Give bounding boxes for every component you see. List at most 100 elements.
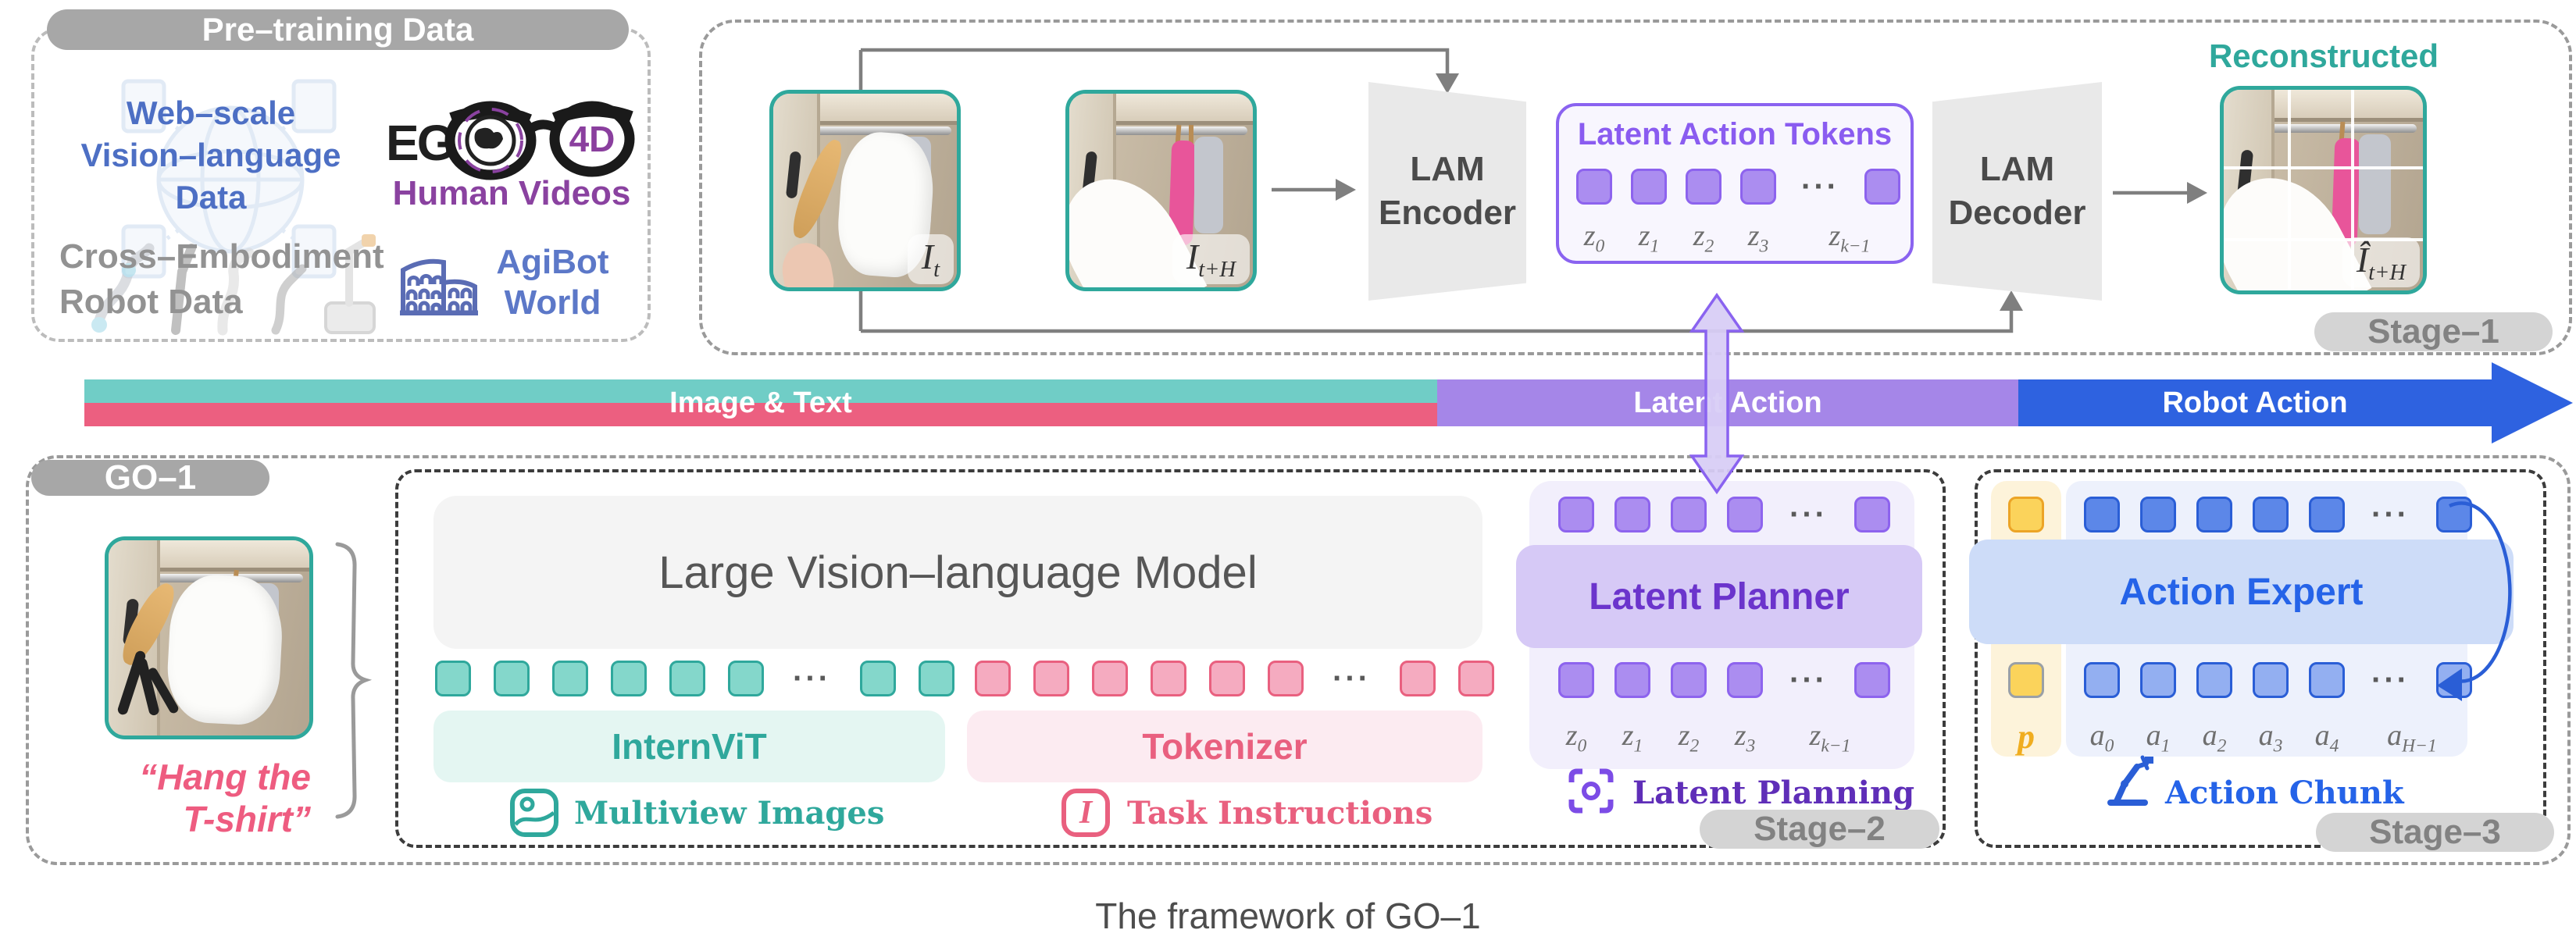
z1-label: z1 xyxy=(1638,219,1660,257)
ellipsis: ··· xyxy=(1801,169,1839,204)
grid-line xyxy=(2224,238,2423,242)
image-t-plus-H-label: It+H xyxy=(1172,233,1250,284)
lam-encoder: LAM Encoder xyxy=(1368,82,1526,301)
grid-line xyxy=(2351,90,2355,290)
ellipsis: ··· xyxy=(2371,663,2410,697)
task-instructions-label: Task Instructions xyxy=(1127,795,1433,832)
z0-label: z0 xyxy=(1565,719,1587,757)
aH1-label: aH−1 xyxy=(2387,719,2437,757)
token xyxy=(1092,661,1128,696)
text-token-row: ··· xyxy=(975,661,1494,696)
token xyxy=(1686,169,1721,205)
human-videos-label: Human Videos xyxy=(392,174,631,212)
token xyxy=(728,661,764,696)
token xyxy=(2253,497,2289,532)
ellipsis: ··· xyxy=(1789,663,1828,697)
token xyxy=(2309,662,2345,698)
token xyxy=(1614,497,1650,532)
token xyxy=(2196,497,2232,532)
token xyxy=(1864,169,1900,205)
token xyxy=(2253,662,2289,698)
multiview-images-label: Multiview Images xyxy=(574,795,885,832)
token xyxy=(1854,662,1890,698)
ego4d-4d-text: 4D xyxy=(569,119,615,159)
latent-action-tokens-title: Latent Action Tokens xyxy=(1577,117,1893,151)
go1-box xyxy=(26,455,2571,865)
action-expert-box: Action Expert xyxy=(1969,540,2514,644)
observation-image-t: It xyxy=(769,90,961,291)
token xyxy=(494,661,530,696)
a2-label: a2 xyxy=(2202,719,2227,757)
z3-label: z3 xyxy=(1734,719,1756,757)
zk1-label: zk−1 xyxy=(1809,719,1851,757)
tokenizer-box: Tokenizer xyxy=(967,711,1482,782)
image-t-label: It xyxy=(907,233,954,284)
action-input-token-row: ··· xyxy=(2084,497,2472,532)
token xyxy=(1033,661,1069,696)
token xyxy=(918,661,954,696)
latent-planning-label: Latent Planning xyxy=(1632,775,1915,811)
grid-line xyxy=(2287,90,2291,290)
task-instruction-text: “Hang the T-shirt” xyxy=(139,757,311,839)
planner-output-token-row: ··· xyxy=(1558,662,1890,698)
stage3-pill: Stage–3 xyxy=(2316,813,2554,852)
token xyxy=(1399,661,1436,696)
token xyxy=(2084,662,2120,698)
vlm-box: Large Vision–language Model xyxy=(433,496,1482,649)
a0-label: a0 xyxy=(2089,719,2114,757)
token xyxy=(1631,169,1667,205)
token xyxy=(1151,661,1186,696)
token xyxy=(2435,497,2472,532)
a1-label: a1 xyxy=(2146,719,2171,757)
token xyxy=(859,661,896,696)
stage1-pill: Stage–1 xyxy=(2314,312,2553,351)
token xyxy=(1576,169,1612,205)
reconstructed-image: Ît+H xyxy=(2220,86,2427,294)
token xyxy=(1854,497,1890,532)
z1-label: z1 xyxy=(1622,719,1643,757)
bar-robot-action: Robot Action xyxy=(2018,379,2492,426)
z3-label: z3 xyxy=(1747,219,1769,257)
ego4d-logo-text: EG xyxy=(386,115,455,171)
latent-action-tokens-box xyxy=(1556,103,1914,264)
token xyxy=(669,661,705,696)
ellipsis: ··· xyxy=(1333,661,1371,696)
internvit-box: InternViT xyxy=(433,711,945,782)
token xyxy=(2084,497,2120,532)
a4-label: a4 xyxy=(2314,719,2339,757)
figure-caption: The framework of GO–1 xyxy=(1095,896,1481,936)
stage2-pill: Stage–2 xyxy=(1700,810,1939,849)
grid-line xyxy=(2224,166,2423,169)
zk1-label: zk−1 xyxy=(1829,219,1871,257)
ellipsis: ··· xyxy=(793,661,831,696)
stage2-box xyxy=(395,469,1946,848)
vision-token-row: ··· xyxy=(435,661,954,696)
token xyxy=(435,661,471,696)
token xyxy=(1740,169,1776,205)
token xyxy=(1268,661,1304,696)
lam-decoder: LAM Decoder xyxy=(1932,82,2102,301)
cross-embodiment-label: Cross–Embodiment Robot Data xyxy=(59,237,384,321)
bar-latent-action: Latent Action xyxy=(1437,379,2018,426)
token xyxy=(1558,497,1594,532)
token xyxy=(1457,661,1494,696)
proprio-token-out xyxy=(2008,662,2044,698)
pretraining-title: Pre–training Data xyxy=(202,11,474,48)
web-scale-data-label: Web–scale Vision–language Data xyxy=(80,94,341,215)
stage1-box xyxy=(699,20,2572,355)
action-output-token-row: ··· xyxy=(2084,662,2472,698)
z2-label: z2 xyxy=(1678,719,1700,757)
task-instructions-icon-glyph: I xyxy=(1079,795,1093,831)
ellipsis: ··· xyxy=(1789,497,1828,532)
token xyxy=(1671,662,1707,698)
token xyxy=(2140,662,2176,698)
reconstructed-image-label: Ît+H xyxy=(2342,237,2420,287)
go1-observation-image xyxy=(105,536,313,739)
latent-planner-box: Latent Planner xyxy=(1516,545,1922,648)
token xyxy=(552,661,588,696)
bar-image-text: Image & Text xyxy=(84,379,1437,426)
token xyxy=(2196,662,2232,698)
action-chunk-label: Action Chunk xyxy=(2165,775,2404,811)
token xyxy=(1671,497,1707,532)
token xyxy=(611,661,647,696)
